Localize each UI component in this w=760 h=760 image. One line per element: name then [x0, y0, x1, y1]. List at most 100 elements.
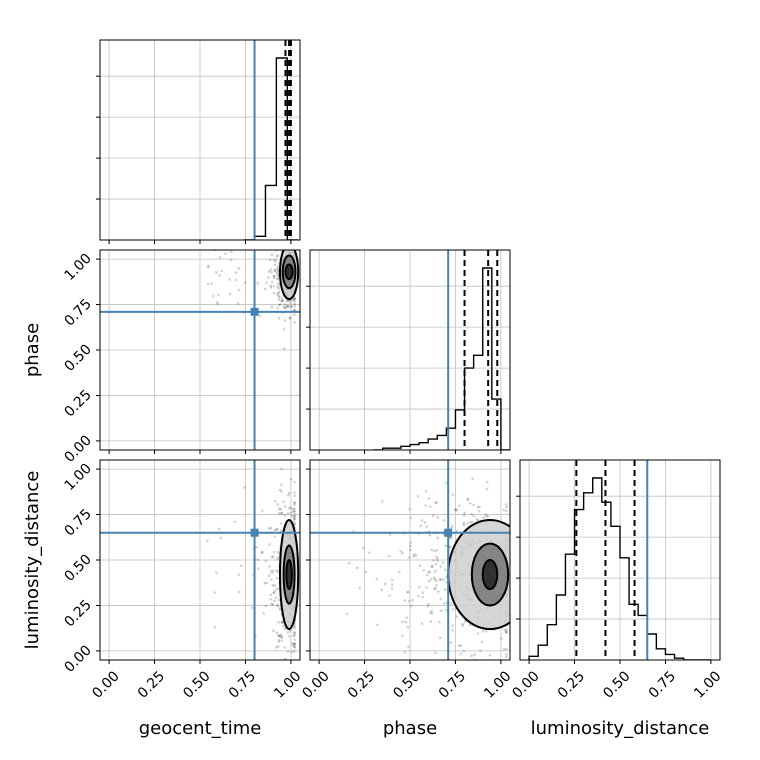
scatter-point — [433, 587, 436, 591]
scatter-point — [272, 550, 276, 554]
scatter-point — [268, 565, 271, 568]
scatter-point — [293, 515, 296, 519]
scatter-point — [289, 246, 292, 249]
x-axis-label-geocent_time: geocent_time — [139, 718, 262, 739]
scatter-point — [468, 521, 472, 524]
scatter-point — [293, 517, 296, 521]
scatter-point — [272, 591, 276, 594]
scatter-point — [276, 270, 280, 273]
scatter-point — [269, 527, 273, 530]
scatter-point — [429, 662, 432, 665]
scatter-point — [401, 551, 404, 555]
scatter-point — [272, 291, 276, 295]
scatter-point — [468, 623, 472, 627]
scatter-point — [461, 624, 465, 627]
scatter-point — [505, 509, 508, 513]
scatter-point — [263, 287, 267, 291]
scatter-point — [278, 303, 282, 306]
scatter-point — [436, 536, 439, 540]
scatter-point — [283, 347, 286, 350]
scatter-point — [290, 650, 294, 654]
scatter-point — [293, 246, 296, 249]
scatter-point — [234, 271, 238, 275]
scatter-point — [285, 245, 288, 248]
scatter-point — [430, 565, 434, 569]
scatter-point — [283, 242, 286, 245]
scatter-point — [274, 499, 277, 503]
y-tick-label: 1.00 — [61, 251, 94, 284]
scatter-point — [267, 270, 271, 273]
scatter-point — [409, 548, 412, 552]
scatter-point — [408, 599, 411, 603]
scatter-point — [271, 584, 274, 587]
scatter-point — [293, 308, 296, 312]
scatter-point — [432, 558, 435, 562]
scatter-point — [436, 516, 440, 519]
scatter-point — [279, 522, 283, 525]
scatter-point — [261, 551, 264, 554]
scatter-point — [270, 270, 273, 274]
scatter-point — [239, 564, 243, 568]
scatter-point — [272, 276, 276, 280]
scatter-point — [272, 284, 276, 288]
scatter-point — [257, 567, 260, 570]
scatter-point — [416, 494, 420, 498]
scatter-point — [505, 655, 508, 659]
scatter-point — [443, 588, 447, 591]
scatter-point — [218, 274, 222, 277]
scatter-point — [214, 271, 218, 274]
y-tick-label: 0.25 — [61, 597, 94, 630]
scatter-point — [422, 568, 426, 572]
scatter-point — [417, 594, 420, 598]
scatter-point — [505, 630, 508, 634]
scatter-point — [462, 649, 466, 653]
scatter-point — [463, 620, 467, 623]
histogram-phase — [373, 267, 510, 450]
y-axis-label-phase: phase — [22, 323, 43, 377]
scatter-point — [435, 579, 438, 583]
scatter-point — [408, 507, 412, 511]
scatter-point — [273, 528, 277, 532]
scatter-point — [292, 246, 295, 249]
scatter-point — [283, 303, 287, 306]
scatter-point — [425, 586, 428, 589]
scatter-point — [470, 512, 474, 516]
y-tick-label: 0.00 — [61, 432, 94, 465]
scatter-point — [289, 511, 293, 515]
scatter-point — [255, 545, 259, 549]
scatter-point — [380, 588, 383, 592]
scatter-point — [281, 228, 284, 231]
scatter-point — [289, 506, 293, 510]
scatter-point — [293, 304, 296, 308]
scatter-point — [279, 507, 283, 511]
hist-panel-geocent_time — [96, 39, 301, 244]
scatter-point — [293, 321, 296, 324]
scatter-point — [409, 541, 413, 544]
scatter-point — [442, 519, 446, 522]
scatter-point — [263, 581, 267, 585]
scatter-point — [230, 250, 233, 254]
scatter-point — [293, 232, 296, 235]
scatter-point — [277, 634, 280, 637]
scatter-point — [289, 316, 292, 320]
scatter-point — [276, 306, 279, 310]
scatter-point — [406, 591, 410, 594]
scatter-point — [293, 514, 296, 518]
scatter-point — [429, 578, 433, 581]
scatter-point — [502, 648, 506, 651]
scatter-point — [270, 602, 273, 606]
scatter-point — [290, 305, 293, 308]
x-tick-label: 0.25 — [135, 668, 168, 701]
scatter-point — [272, 258, 276, 262]
scatter-point — [436, 557, 439, 560]
contour-line — [481, 559, 499, 591]
scatter-point — [277, 287, 281, 291]
scatter-point — [293, 631, 296, 634]
scatter-point — [429, 620, 433, 623]
scatter-point — [421, 591, 425, 595]
scatter-point — [428, 611, 432, 615]
scatter-point — [272, 569, 275, 573]
scatter-point — [269, 284, 273, 287]
scatter-point — [261, 509, 264, 513]
scatter-point — [293, 626, 296, 629]
